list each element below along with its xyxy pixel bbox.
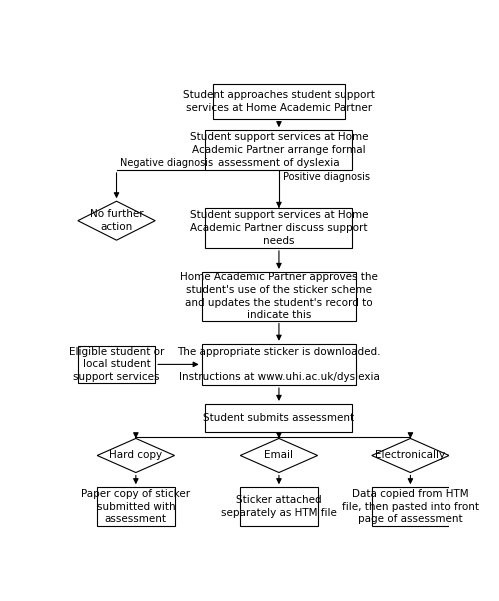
FancyBboxPatch shape [202,272,356,320]
Text: Negative diagnosis: Negative diagnosis [120,157,214,168]
Text: Sticker attached
separately as HTM file: Sticker attached separately as HTM file [221,495,337,518]
FancyBboxPatch shape [97,487,175,526]
FancyBboxPatch shape [213,84,345,119]
Text: Email: Email [264,451,293,460]
FancyBboxPatch shape [206,130,352,170]
Text: Student support services at Home
Academic Partner arrange formal
assessment of d: Student support services at Home Academi… [190,132,368,168]
Text: Data copied from HTM
file, then pasted into front
page of assessment: Data copied from HTM file, then pasted i… [342,489,479,525]
Polygon shape [372,439,449,472]
FancyBboxPatch shape [202,344,356,385]
Polygon shape [241,439,318,472]
FancyBboxPatch shape [206,208,352,248]
Text: Hard copy: Hard copy [109,451,162,460]
Text: Positive diagnosis: Positive diagnosis [283,172,370,183]
Polygon shape [97,439,175,472]
Text: The appropriate sticker is downloaded.

Instructions at www.uhi.ac.uk/dyslexia: The appropriate sticker is downloaded. I… [177,347,381,382]
Text: Paper copy of sticker
submitted with
assessment: Paper copy of sticker submitted with ass… [81,489,191,525]
Polygon shape [78,201,155,240]
Text: Student approaches student support
services at Home Academic Partner: Student approaches student support servi… [183,90,375,113]
Text: Eligible student or
local student
support services: Eligible student or local student suppor… [69,347,164,382]
Text: Student submits assessment: Student submits assessment [204,413,354,423]
FancyBboxPatch shape [206,404,352,432]
Text: Electronically: Electronically [375,451,446,460]
Text: Student support services at Home
Academic Partner discuss support
needs: Student support services at Home Academi… [190,210,368,246]
Text: No further
action: No further action [90,209,143,232]
FancyBboxPatch shape [78,346,155,383]
FancyBboxPatch shape [372,487,449,526]
FancyBboxPatch shape [241,487,318,526]
Text: Home Academic Partner approves the
student's use of the sticker scheme
and updat: Home Academic Partner approves the stude… [180,272,378,320]
